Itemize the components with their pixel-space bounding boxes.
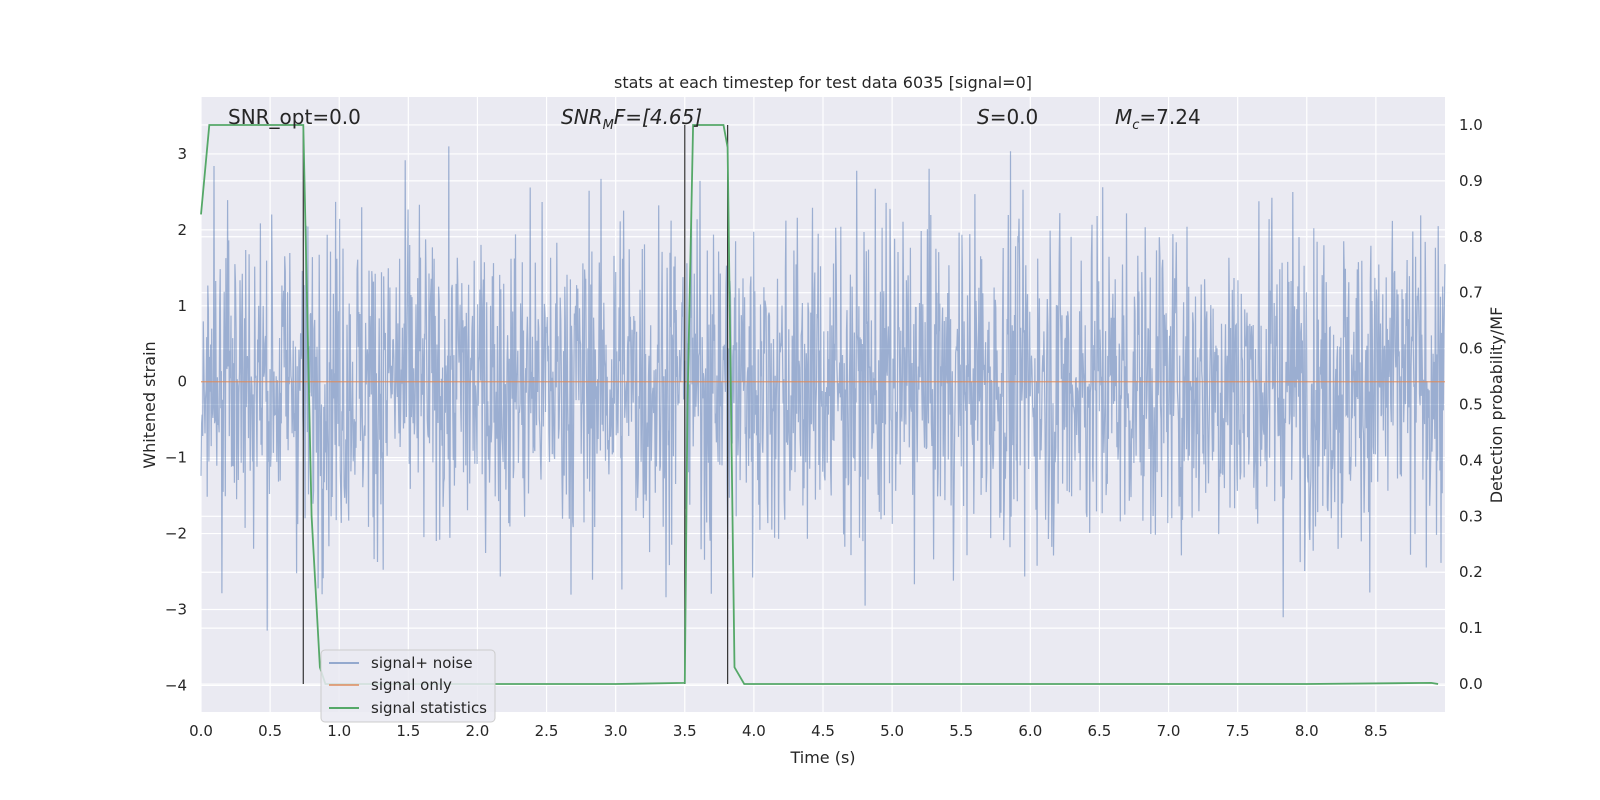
y-left-tick-label: 3 (177, 145, 187, 163)
annotation-mc-rest: =7.24 (1139, 105, 1200, 129)
y-right-axis-label: Detection probability/MF (1487, 307, 1506, 504)
x-tick-label: 8.5 (1364, 722, 1388, 740)
x-tick-label: 8.0 (1295, 722, 1319, 740)
x-tick-label: 7.5 (1226, 722, 1250, 740)
y-right-tick-label: 0.5 (1459, 396, 1483, 414)
annotation-mc: Mc=7.24 (1115, 105, 1201, 133)
x-tick-label: 7.0 (1157, 722, 1181, 740)
x-tick-label: 1.0 (327, 722, 351, 740)
x-tick-label: 3.5 (673, 722, 697, 740)
x-tick-label: 1.5 (396, 722, 420, 740)
series-signal-statistics (200, 124, 1439, 685)
annotation-snr-mf-rest: F=[4.65] (614, 105, 702, 129)
y-right-tick-labels: 1.0 0.9 0.8 0.7 0.6 0.5 0.4 0.3 0.2 0.1 0.0 (1459, 116, 1483, 693)
vertical-markers (302, 124, 729, 685)
x-tick-label: 4.0 (742, 722, 766, 740)
x-tick-label: 5.0 (880, 722, 904, 740)
x-tick-label: 6.0 (1018, 722, 1042, 740)
y-left-tick-label: −4 (165, 676, 187, 694)
y-left-axis-label: Whitened strain (140, 341, 159, 468)
y-left-tick-label: 2 (177, 221, 187, 239)
y-right-tick-label: 0.6 (1459, 340, 1483, 358)
y-right-tick-label: 0.3 (1459, 507, 1483, 525)
x-axis-label: Time (s) (789, 748, 855, 767)
annotation-mc-sub: c (1132, 118, 1139, 133)
x-tick-labels: 0.0 0.5 1.0 1.5 2.0 2.5 3.0 3.5 4.0 4.5 5.0 5.5 6.0 6… (189, 722, 1388, 740)
y-left-tick-label: −1 (165, 449, 187, 467)
annotation-snr-mf-sub: M (603, 118, 614, 133)
x-tick-label: 6.5 (1088, 722, 1112, 740)
x-tick-label: 0.0 (189, 722, 213, 740)
chart-title: stats at each timestep for test data 603… (614, 73, 1032, 92)
y-left-tick-label: 1 (177, 297, 187, 315)
y-right-tick-label: 0.1 (1459, 619, 1483, 637)
y-left-tick-label: −2 (165, 525, 187, 543)
annotation-s-rest: =0.0 (990, 105, 1039, 129)
y-right-tick-label: 0.7 (1459, 284, 1483, 302)
annotation-mc-main: M (1115, 105, 1132, 129)
annotation-snr-mf-main: SNR (561, 105, 603, 129)
y-right-tick-label: 0.0 (1459, 675, 1483, 693)
legend: signal+ noise signal only signal statist… (320, 649, 496, 723)
annotation-s: S=0.0 (977, 105, 1038, 129)
x-tick-label: 5.5 (949, 722, 973, 740)
noise-line (200, 146, 1446, 631)
y-right-tick-label: 0.2 (1459, 563, 1483, 581)
annotation-snr-mf: SNRMF=[4.65] (561, 105, 702, 133)
x-tick-label: 3.0 (604, 722, 628, 740)
y-left-tick-labels: 3 2 1 0 −1 −2 −3 −4 (165, 145, 187, 694)
x-tick-label: 2.5 (535, 722, 559, 740)
legend-label-stats: signal statistics (371, 699, 487, 717)
y-left-tick-label: −3 (165, 601, 187, 619)
x-tick-label: 2.0 (466, 722, 490, 740)
annotation-s-italic: S (977, 105, 990, 129)
x-tick-label: 0.5 (258, 722, 282, 740)
series-signal-plus-noise (200, 146, 1446, 631)
y-right-tick-label: 0.8 (1459, 228, 1483, 246)
legend-label-noise: signal+ noise (371, 654, 473, 672)
y-left-tick-label: 0 (177, 373, 187, 391)
legend-box (320, 649, 496, 723)
annotation-snr-opt: SNR_opt=0.0 (228, 105, 361, 129)
stats-line (200, 124, 1439, 685)
x-tick-label: 4.5 (811, 722, 835, 740)
y-right-tick-label: 0.9 (1459, 172, 1483, 190)
y-right-tick-label: 1.0 (1459, 116, 1483, 134)
y-right-tick-label: 0.4 (1459, 451, 1483, 469)
legend-label-signal: signal only (371, 676, 452, 694)
